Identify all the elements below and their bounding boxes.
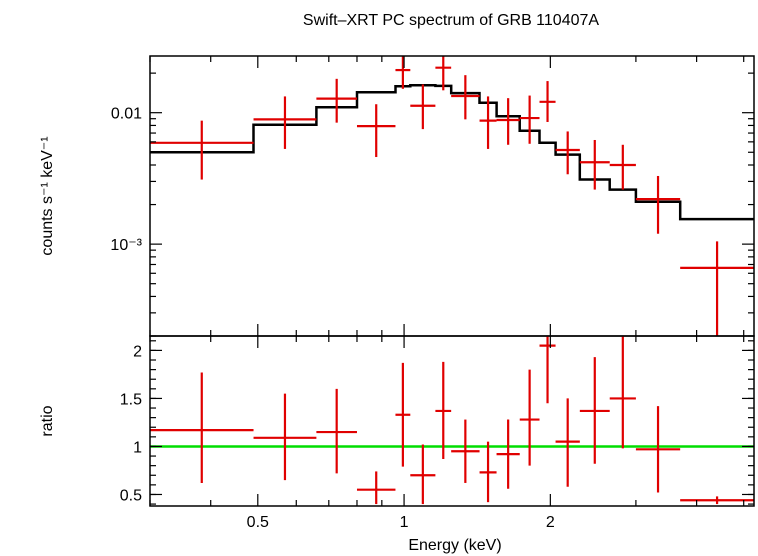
ratio-data-point [539,336,556,404]
ratio-data-point [635,406,681,493]
ratio-data-points [150,336,754,505]
y-tick-label: 2 [133,343,142,360]
spectrum-data-point [395,56,411,89]
spectrum-data-point [519,95,540,144]
spectrum-y-axis-label: counts s⁻¹ keV⁻¹ [39,136,56,255]
y-tick-label: 10⁻³ [110,237,142,254]
ratio-data-point [150,372,254,483]
ratio-y-axis-label: ratio [39,405,56,436]
spectrum-data-point [253,96,317,149]
ratio-data-point [395,362,411,467]
ratio-data-point [496,419,520,489]
ratio-data-point [680,496,754,505]
spectrum-data-points [150,56,754,336]
ratio-data-point [555,398,580,487]
x-axis-label: Energy (keV) [408,537,501,554]
spectrum-data-point [496,98,520,145]
spectrum-panel: 0.01 10⁻³ counts s⁻¹ keV⁻¹ [39,55,755,337]
ratio-panel-frame [149,335,755,507]
spectrum-axis-ticks: 0.01 10⁻³ [110,56,754,337]
y-tick-label: 0.01 [111,106,142,123]
ratio-data-point [579,357,610,464]
ratio-data-point [253,393,317,481]
ratio-axis-ticks: 0.5 1 1.5 2 0.5 1 2 [120,336,754,531]
spectrum-data-point [539,81,556,122]
y-tick-label: 1.5 [120,391,142,408]
chart-title: Swift–XRT PC spectrum of GRB 110407A [303,12,599,29]
spectrum-data-point [451,75,480,120]
ratio-data-point [316,388,357,474]
x-tick-label: 0.5 [247,514,269,531]
ratio-data-point [435,361,452,459]
x-tick-label: 2 [546,514,555,531]
spectrum-data-point [356,104,396,158]
spectrum-data-point [579,139,610,190]
ratio-data-point [356,471,396,505]
spectrum-data-point [410,84,436,130]
ratio-data-point [451,419,480,483]
ratio-data-point [609,336,636,449]
spectrum-data-point [680,241,754,336]
spectrum-data-point [435,56,452,91]
spectrum-data-point [150,120,254,180]
spectrum-data-point [609,144,636,190]
ratio-panel: 0.5 1 1.5 2 0.5 1 2 ratio Energy (keV) [39,335,755,554]
y-tick-label: 1 [133,439,142,456]
ratio-data-point [479,441,497,503]
ratio-data-point [410,444,436,505]
y-tick-label: 0.5 [120,487,142,504]
ratio-data-point [519,369,540,466]
spectrum-data-point [555,131,580,175]
spectrum-data-point [479,96,497,149]
spectrum-data-point [635,175,681,234]
x-tick-label: 1 [400,514,409,531]
spectrum-data-point [316,78,357,123]
